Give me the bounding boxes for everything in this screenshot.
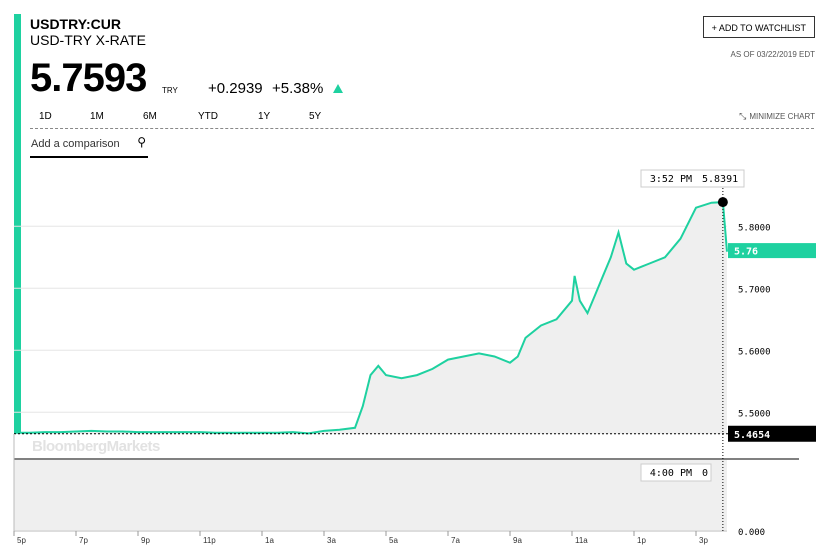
price-line [14, 201, 728, 435]
volume-tooltip-value: 0 [702, 468, 708, 479]
up-arrow-icon [333, 84, 343, 93]
ticker-symbol: USDTRY:CUR [30, 16, 121, 32]
x-tick-label: 9p [141, 536, 150, 545]
x-axis-ticks: 5p 7p 9p 11p 1a 3a 5a 7a 9a 11a 1p 3p [13, 531, 708, 545]
current-value-label: 5.76 [734, 247, 758, 258]
previous-close-label-bg [728, 425, 816, 442]
x-tick-label: 1a [265, 536, 274, 545]
y-tick-label: 5.7000 [738, 285, 771, 295]
price-currency: TRY [162, 86, 178, 95]
minimize-icon: ⤡ [739, 111, 747, 121]
crosshair-value: 5.8391 [702, 174, 738, 185]
crosshair-time: 3:52 PM [650, 174, 692, 185]
tab-1m[interactable]: 1M [90, 111, 104, 122]
volume-panel [14, 460, 727, 530]
tab-5y[interactable]: 5Y [309, 111, 322, 122]
x-tick-label: 5p [17, 536, 26, 545]
x-tick-label: 11a [575, 536, 588, 545]
minimize-label: MINIMIZE CHART [749, 112, 815, 121]
y-tick-label: 5.8000 [738, 223, 771, 233]
volume-tooltip-bg [640, 463, 712, 482]
last-price: 5.7593 [30, 56, 147, 100]
search-icon[interactable]: ⚲ [137, 135, 146, 149]
previous-close-label: 5.4654 [734, 430, 770, 441]
y-tick-label: 5.6000 [738, 347, 771, 357]
x-tick-label: 3p [699, 536, 708, 545]
tab-1d[interactable]: 1D [39, 111, 52, 122]
range-tabs: 1D 1M 6M YTD 1Y 5Y [30, 108, 814, 129]
x-tick-label: 11p [203, 536, 216, 545]
price-change: +0.2939 [208, 80, 263, 97]
volume-axis-label: 0.000 [738, 528, 765, 538]
tab-1y[interactable]: 1Y [258, 111, 271, 122]
accent-bar [14, 14, 21, 434]
x-tick-label: 7p [79, 536, 88, 545]
tab-6m[interactable]: 6M [143, 111, 157, 122]
price-change-percent: +5.38% [272, 80, 324, 97]
bloomberg-watermark: BloombergMarkets [32, 438, 160, 455]
minimize-chart-button[interactable]: ⤡ MINIMIZE CHART [739, 111, 815, 122]
y-tick-label: 5.5000 [738, 409, 771, 419]
y-axis-ticks: 5.5000 5.6000 5.7000 5.8000 [738, 223, 771, 419]
volume-tooltip-time: 4:00 PM [650, 468, 692, 479]
x-tick-label: 5a [389, 536, 398, 545]
x-tick-label: 9a [513, 536, 522, 545]
as-of-date: AS OF 03/22/2019 EDT [730, 50, 816, 59]
x-tick-label: 7a [451, 536, 460, 545]
current-value-label-bg [728, 243, 816, 259]
crosshair-marker [717, 197, 728, 208]
price-area [14, 202, 727, 434]
comparison-input[interactable]: Add a comparison ⚲ [30, 135, 148, 158]
tab-ytd[interactable]: YTD [198, 111, 218, 122]
comparison-placeholder: Add a comparison [31, 138, 120, 150]
crosshair-tooltip-bg [640, 169, 745, 188]
x-tick-label: 3a [327, 536, 336, 545]
add-to-watchlist-button[interactable]: + ADD TO WATCHLIST [702, 16, 815, 38]
x-tick-label: 1p [637, 536, 646, 545]
instrument-name: USD-TRY X-RATE [30, 32, 146, 48]
